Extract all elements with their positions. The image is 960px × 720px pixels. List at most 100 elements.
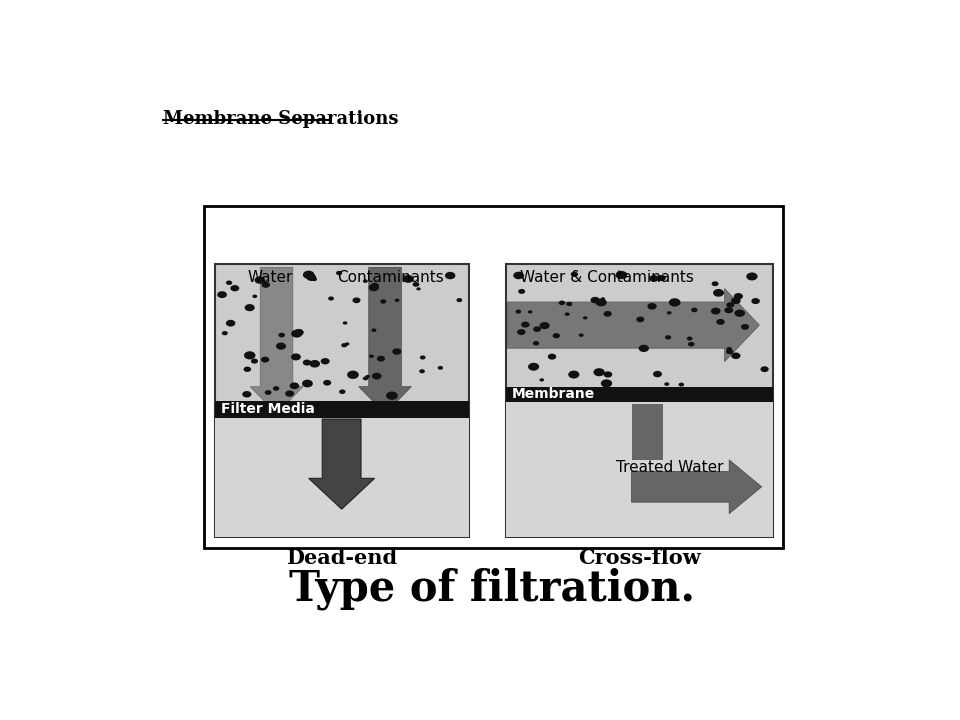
- Ellipse shape: [553, 333, 560, 338]
- Ellipse shape: [226, 281, 232, 285]
- Ellipse shape: [691, 307, 698, 312]
- Ellipse shape: [273, 386, 279, 391]
- Ellipse shape: [456, 298, 463, 302]
- Bar: [204, 206, 783, 549]
- Ellipse shape: [732, 353, 740, 359]
- Ellipse shape: [444, 272, 455, 279]
- Ellipse shape: [604, 311, 612, 317]
- Ellipse shape: [352, 297, 361, 303]
- Ellipse shape: [732, 297, 741, 304]
- Ellipse shape: [570, 271, 578, 277]
- Ellipse shape: [324, 380, 331, 386]
- Ellipse shape: [521, 322, 530, 328]
- Ellipse shape: [518, 289, 525, 294]
- Ellipse shape: [579, 333, 584, 337]
- Ellipse shape: [583, 316, 588, 320]
- Ellipse shape: [321, 358, 329, 364]
- Ellipse shape: [734, 310, 745, 317]
- Ellipse shape: [653, 371, 662, 377]
- Ellipse shape: [285, 390, 294, 397]
- Ellipse shape: [291, 330, 302, 338]
- Text: Dead-end: Dead-end: [286, 549, 397, 568]
- Text: Filter Media: Filter Media: [221, 402, 315, 416]
- Bar: [214, 418, 468, 537]
- Ellipse shape: [363, 279, 368, 283]
- Ellipse shape: [540, 322, 550, 329]
- FancyArrow shape: [632, 404, 662, 460]
- Ellipse shape: [402, 275, 414, 283]
- Ellipse shape: [517, 329, 525, 335]
- Ellipse shape: [726, 349, 733, 354]
- Ellipse shape: [345, 342, 349, 346]
- Ellipse shape: [679, 382, 684, 387]
- Ellipse shape: [638, 345, 649, 352]
- Ellipse shape: [738, 310, 745, 315]
- Ellipse shape: [278, 333, 285, 338]
- Ellipse shape: [372, 373, 381, 379]
- Ellipse shape: [710, 307, 721, 315]
- Ellipse shape: [417, 287, 420, 290]
- Ellipse shape: [636, 317, 644, 323]
- Text: Type of filtration.: Type of filtration.: [289, 567, 695, 610]
- Ellipse shape: [590, 297, 600, 303]
- Ellipse shape: [377, 356, 385, 361]
- Ellipse shape: [365, 375, 370, 378]
- Bar: [506, 402, 774, 537]
- Ellipse shape: [312, 277, 317, 281]
- Ellipse shape: [514, 271, 524, 279]
- Ellipse shape: [328, 297, 334, 300]
- Ellipse shape: [276, 343, 286, 350]
- Ellipse shape: [540, 378, 544, 382]
- Ellipse shape: [746, 272, 757, 281]
- Ellipse shape: [649, 275, 659, 282]
- Ellipse shape: [251, 359, 258, 364]
- Ellipse shape: [302, 359, 311, 366]
- Ellipse shape: [548, 354, 556, 360]
- Bar: [214, 264, 468, 537]
- Ellipse shape: [516, 310, 521, 314]
- Ellipse shape: [261, 356, 269, 363]
- Ellipse shape: [336, 271, 342, 275]
- Ellipse shape: [291, 354, 300, 361]
- Ellipse shape: [615, 271, 627, 279]
- FancyArrow shape: [309, 419, 374, 509]
- Ellipse shape: [564, 312, 569, 316]
- Ellipse shape: [647, 303, 657, 310]
- Ellipse shape: [711, 282, 718, 286]
- Ellipse shape: [727, 302, 734, 307]
- Ellipse shape: [290, 382, 300, 390]
- Ellipse shape: [533, 341, 540, 346]
- Ellipse shape: [420, 369, 425, 373]
- Ellipse shape: [604, 372, 612, 377]
- Ellipse shape: [252, 294, 257, 298]
- Ellipse shape: [658, 275, 666, 281]
- Ellipse shape: [222, 331, 228, 336]
- Ellipse shape: [669, 298, 681, 307]
- Ellipse shape: [302, 271, 315, 279]
- FancyArrow shape: [632, 460, 761, 514]
- Ellipse shape: [226, 320, 235, 327]
- Ellipse shape: [593, 368, 605, 377]
- Ellipse shape: [741, 324, 749, 330]
- Ellipse shape: [262, 282, 270, 288]
- Ellipse shape: [244, 351, 255, 359]
- Ellipse shape: [686, 336, 692, 341]
- Ellipse shape: [528, 363, 540, 371]
- Ellipse shape: [369, 284, 379, 291]
- Text: Membrane Separations: Membrane Separations: [162, 109, 398, 127]
- Ellipse shape: [667, 311, 671, 315]
- Ellipse shape: [438, 366, 444, 370]
- Ellipse shape: [528, 310, 533, 314]
- Ellipse shape: [309, 360, 320, 367]
- Ellipse shape: [294, 329, 303, 336]
- Ellipse shape: [595, 299, 607, 307]
- Ellipse shape: [372, 328, 376, 332]
- Bar: [506, 264, 774, 537]
- Ellipse shape: [601, 379, 612, 387]
- Ellipse shape: [217, 291, 227, 298]
- Ellipse shape: [566, 302, 572, 306]
- Ellipse shape: [413, 282, 420, 287]
- Text: Water: Water: [247, 270, 293, 284]
- Text: Treated Water: Treated Water: [616, 460, 724, 475]
- Ellipse shape: [752, 298, 760, 304]
